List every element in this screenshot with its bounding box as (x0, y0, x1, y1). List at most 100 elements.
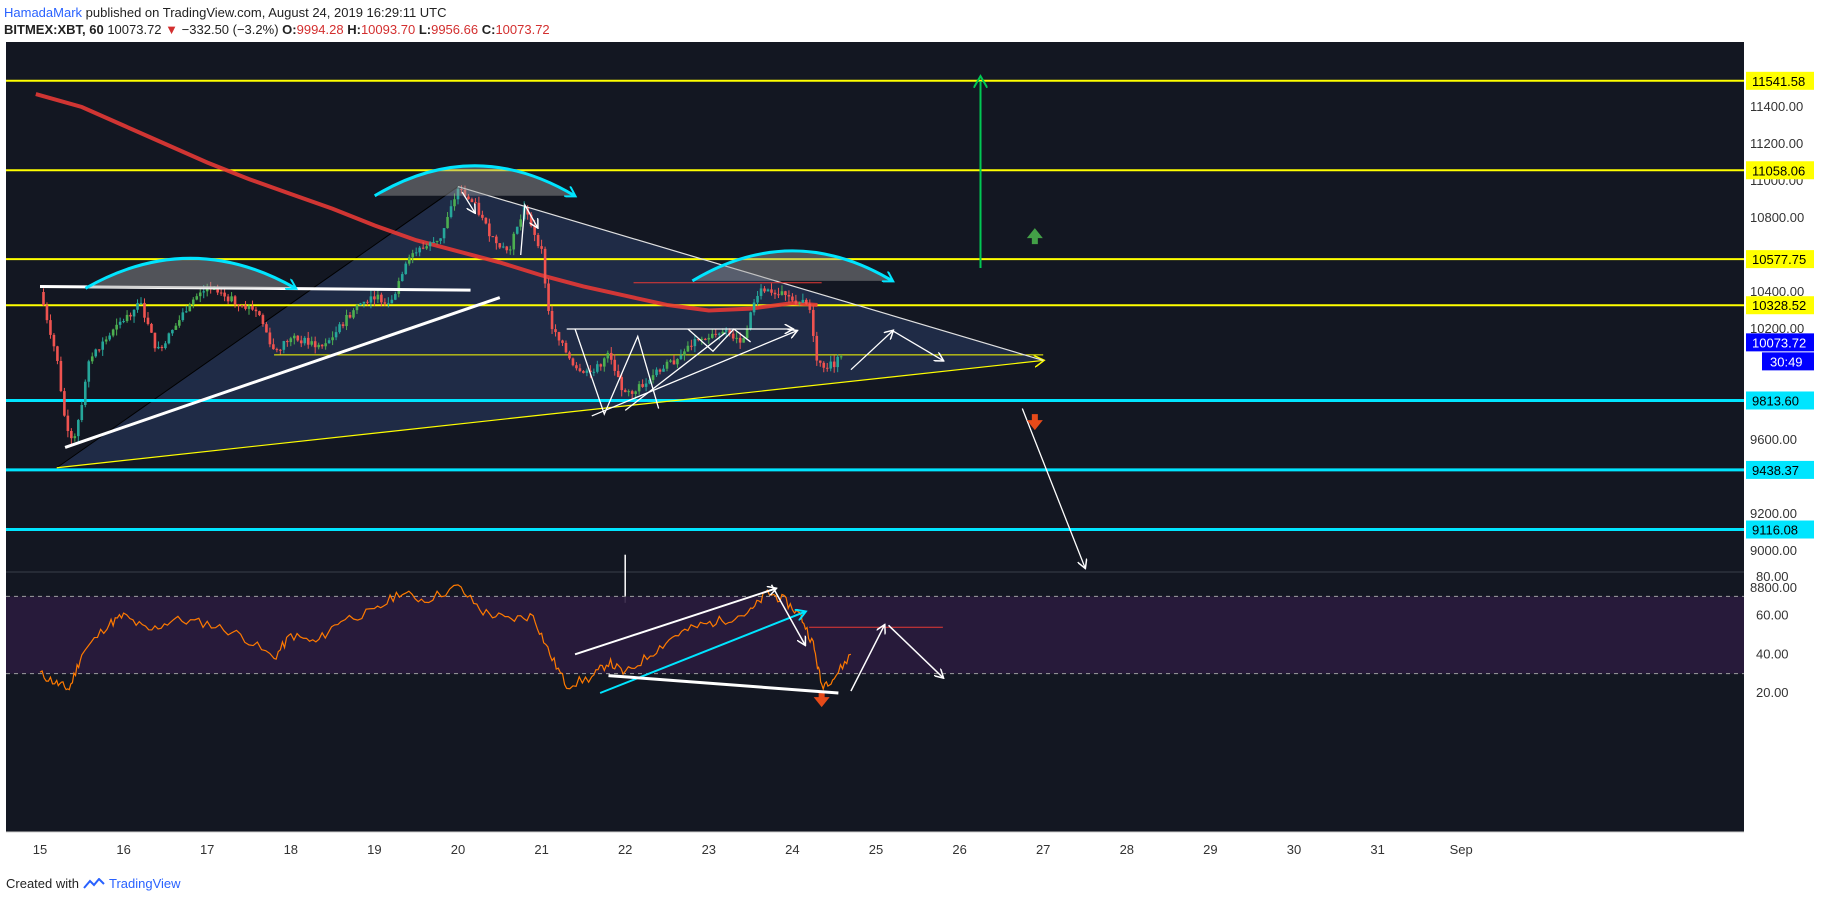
candle-body (317, 344, 320, 348)
candle-body (202, 291, 206, 293)
candle-body (104, 339, 108, 342)
level-tag-label: 11058.06 (1752, 163, 1805, 178)
candle-body (801, 299, 805, 303)
candle-body (261, 315, 265, 325)
time-tick-label: 22 (618, 842, 632, 857)
candle-body (174, 325, 178, 330)
candle-body (596, 364, 599, 372)
candle-body (108, 335, 111, 340)
time-tick-label: 25 (869, 842, 883, 857)
last-price: 10073.72 (107, 22, 162, 37)
close-value: 10073.72 (495, 22, 550, 37)
candle-body (83, 381, 87, 405)
candle-body (585, 370, 589, 373)
candle-body (49, 320, 52, 335)
price-tick-label: 10400.00 (1750, 284, 1804, 299)
chart-header: HamadaMark published on TradingView.com,… (4, 4, 550, 38)
candle-body (181, 312, 185, 321)
candle-body (282, 341, 286, 350)
candle-body (362, 301, 366, 304)
price-tick-label: 8800.00 (1750, 580, 1797, 595)
time-axis: 15 16 17 18 19 20 21 22 23 24 25 26 27 28 29 30 31 Sep (6, 831, 1744, 857)
candle-body (348, 314, 352, 318)
candle-body (710, 333, 714, 338)
candle-body (463, 189, 467, 197)
candle-body (223, 292, 226, 297)
candle-body (599, 364, 603, 367)
candle-body (456, 189, 460, 200)
candle-body (641, 384, 644, 387)
countdown-tag (1762, 352, 1814, 371)
candle-body (839, 356, 843, 358)
candle-body (383, 302, 387, 304)
candle-body (609, 352, 613, 360)
candle-body (784, 291, 787, 296)
candle-body (286, 341, 289, 343)
candle-body (498, 243, 502, 248)
left-shoulder-arc (84, 256, 295, 288)
candle-body (171, 329, 174, 334)
level-tag (1746, 161, 1814, 180)
candle-body (519, 219, 522, 227)
rsi-tick-label: 20.00 (1756, 685, 1789, 700)
candle-body (724, 329, 728, 332)
price-change: −332.50 (−3.2%) (181, 22, 279, 37)
candle-body (425, 246, 428, 249)
candle-body (665, 361, 669, 369)
zigzag-rise (624, 332, 726, 411)
candle-body (616, 370, 620, 378)
candle-body (66, 415, 70, 431)
candle-body (380, 294, 383, 303)
low-value: 9956.66 (431, 22, 479, 37)
candle-body (150, 323, 153, 333)
price-tick-label: 9200.00 (1750, 506, 1797, 521)
candle-body (80, 404, 84, 421)
candle-body (345, 314, 348, 327)
rsi-tick-label: 60.00 (1756, 608, 1789, 623)
target-down-arrow (1021, 408, 1085, 568)
projection-down (892, 330, 943, 361)
candle-body (331, 337, 334, 341)
candle-body (721, 331, 725, 334)
candle-body (592, 371, 596, 373)
candle-body (63, 391, 66, 416)
candle-body (728, 329, 731, 334)
price-tick-label: 9600.00 (1750, 432, 1797, 447)
green-up-icon (1026, 228, 1043, 245)
time-tick-label: 17 (200, 842, 214, 857)
candle-body (766, 289, 770, 292)
candle-body (77, 420, 80, 437)
candle-body (735, 337, 738, 339)
author-link[interactable]: HamadaMark (4, 5, 83, 20)
candle-body (97, 349, 101, 351)
candle-body (477, 202, 481, 215)
rising-trendline (64, 296, 501, 449)
candle-body (805, 299, 808, 304)
candle-body (233, 296, 237, 305)
candle-body (122, 321, 125, 323)
candle-body (338, 324, 341, 333)
tradingview-link[interactable]: TradingView (108, 876, 181, 891)
candle-body (247, 305, 251, 309)
candle-body (254, 309, 258, 312)
candle-body (136, 303, 139, 310)
candle-body (292, 335, 296, 339)
low-label: L: (418, 22, 432, 37)
candle-body (460, 189, 463, 191)
candle-body (515, 226, 519, 234)
candle-body (387, 303, 390, 305)
open-label: O: (282, 22, 297, 37)
time-tick-label: 16 (116, 842, 130, 857)
candle-body (648, 379, 651, 384)
price-chart[interactable]: 15 16 17 18 19 20 21 22 23 24 25 26 27 28 29 30 31 Sep 11… (0, 40, 1828, 872)
candle-body (488, 223, 491, 237)
price-tick-label: 9000.00 (1750, 543, 1797, 558)
time-tick-label: 27 (1036, 842, 1050, 857)
candle-body (205, 288, 209, 292)
candle-body (275, 349, 279, 351)
price-tick-label: 10800.00 (1750, 210, 1804, 225)
candle-body (279, 349, 282, 351)
candle-body (749, 312, 752, 329)
candle-body (115, 324, 118, 330)
created-with-label: Created with (6, 876, 79, 891)
